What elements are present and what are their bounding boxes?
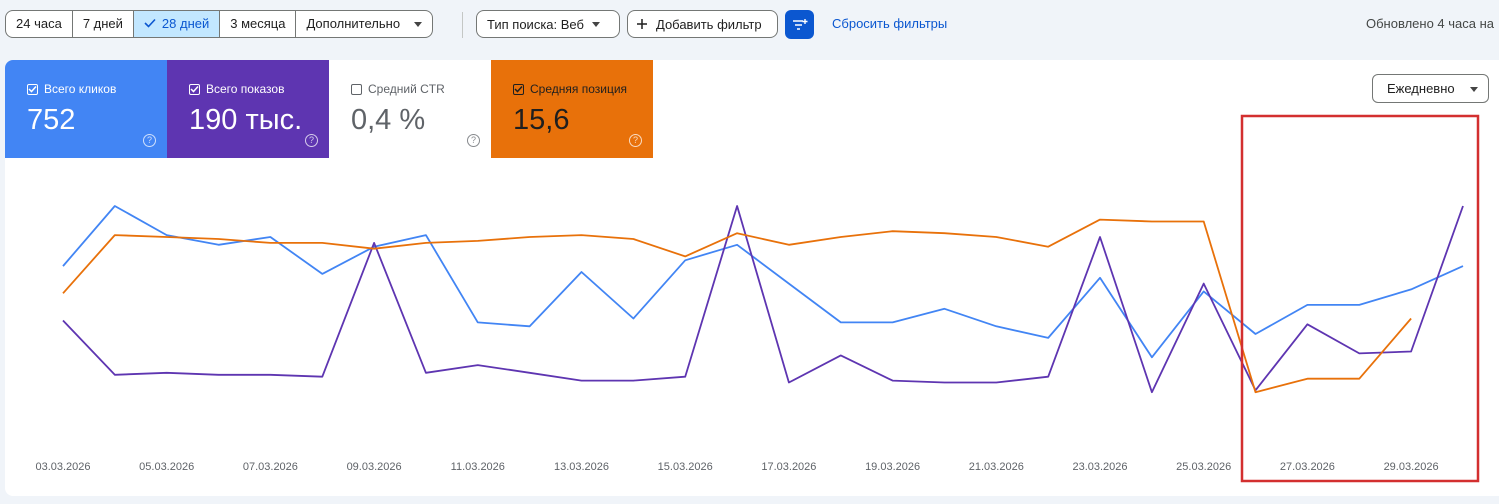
metric-label: Средний CTR [351, 82, 445, 96]
chevron-down-icon [591, 21, 600, 27]
metric-value: 752 [27, 104, 76, 136]
filter-settings-button[interactable] [785, 10, 814, 39]
x-tick-label: 21.03.2026 [969, 461, 1024, 473]
reset-filters-link[interactable]: Сбросить фильтры [832, 16, 948, 31]
period-more-label: Дополнительно [306, 16, 401, 31]
x-tick-label: 15.03.2026 [658, 461, 713, 473]
checkbox-checked-icon[interactable] [513, 83, 524, 95]
granularity-label: Ежедневно [1387, 81, 1455, 96]
metric-card-position[interactable]: Средняя позиция 15,6 ? [491, 60, 653, 158]
x-tick-label: 25.03.2026 [1176, 461, 1231, 473]
x-tick-label: 09.03.2026 [347, 461, 402, 473]
granularity-dropdown[interactable]: Ежедневно [1372, 74, 1489, 103]
metric-value: 190 тыс. [189, 104, 303, 136]
metric-value: 0,4 % [351, 104, 426, 136]
period-28d[interactable]: 28 дней [133, 11, 221, 37]
last-updated-text: Обновлено 4 часа на [1366, 16, 1495, 31]
metric-card-impressions[interactable]: Всего показов 190 тыс. ? [167, 60, 329, 158]
series-line-clicks [62, 205, 1464, 359]
filter-list-icon [792, 18, 808, 32]
help-icon[interactable]: ? [305, 134, 318, 147]
metric-label-text: Средний CTR [368, 82, 445, 96]
x-tick-label: 05.03.2026 [139, 461, 194, 473]
x-tick-label: 23.03.2026 [1072, 461, 1127, 473]
x-tick-label: 27.03.2026 [1280, 461, 1335, 473]
help-icon[interactable]: ? [629, 134, 642, 147]
chevron-down-icon [1470, 87, 1478, 92]
metric-value: 15,6 [513, 104, 570, 136]
period-7d[interactable]: 7 дней [73, 11, 134, 37]
x-tick-label: 13.03.2026 [554, 461, 609, 473]
performance-line-chart: 03.03.2026 05.03.2026 07.03.2026 09.03.2026… [35, 114, 1480, 483]
period-selector: 24 часа 7 дней 28 дней 3 месяца Дополнит… [5, 10, 434, 38]
plus-icon [636, 18, 648, 30]
metric-label: Всего кликов [27, 82, 116, 96]
check-icon [144, 11, 156, 37]
metric-label-text: Всего показов [206, 82, 285, 96]
metric-label: Всего показов [189, 82, 284, 96]
x-tick-label: 19.03.2026 [865, 461, 920, 473]
x-tick-label: 29.03.2026 [1384, 461, 1439, 473]
performance-panel: Всего кликов 752 ? Всего показов 190 тыс… [5, 60, 1499, 496]
period-more[interactable]: Дополнительно [296, 11, 432, 37]
help-icon[interactable]: ? [467, 134, 480, 147]
series-line-position [62, 218, 1412, 394]
metric-label: Средняя позиция [513, 82, 627, 96]
metric-label-text: Всего кликов [44, 82, 117, 96]
metric-card-ctr[interactable]: Средний CTR 0,4 % ? [329, 60, 491, 158]
add-filter-button[interactable]: Добавить фильтр [627, 10, 778, 38]
checkbox-unchecked-icon[interactable] [351, 83, 362, 95]
toolbar: 24 часа 7 дней 28 дней 3 месяца Дополнит… [0, 0, 1499, 48]
add-filter-label: Добавить фильтр [656, 16, 762, 32]
x-tick-label: 07.03.2026 [243, 461, 298, 473]
toolbar-divider [462, 12, 463, 38]
period-3m[interactable]: 3 месяца [220, 11, 297, 37]
period-24h[interactable]: 24 часа [6, 11, 73, 37]
help-icon[interactable]: ? [143, 134, 156, 147]
highlight-box [1240, 114, 1480, 483]
metric-label-text: Средняя позиция [530, 82, 628, 96]
search-type-chip[interactable]: Тип поиска: Веб [476, 10, 620, 38]
x-tick-label: 11.03.2026 [451, 461, 505, 473]
series-line-impressions [62, 205, 1464, 394]
search-type-label: Тип поиска: Веб [487, 16, 584, 32]
metric-card-clicks[interactable]: Всего кликов 752 ? [5, 60, 167, 158]
x-tick-label: 03.03.2026 [35, 461, 90, 473]
period-28d-label: 28 дней [161, 16, 210, 31]
x-tick-label: 17.03.2026 [761, 461, 816, 473]
checkbox-checked-icon[interactable] [189, 83, 200, 95]
checkbox-checked-icon[interactable] [27, 83, 38, 95]
chevron-down-icon [414, 21, 423, 27]
